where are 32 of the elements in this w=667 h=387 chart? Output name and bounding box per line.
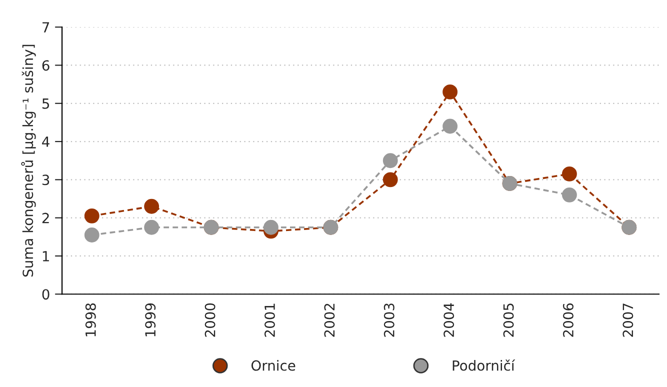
point xyxy=(442,118,458,134)
point xyxy=(382,172,398,188)
x-tick-label: 1998 xyxy=(85,303,96,336)
y-tick-label: 6 xyxy=(42,60,50,71)
x-tick-label: 2006 xyxy=(562,303,574,337)
y-tick-label: 2 xyxy=(42,212,49,224)
legend-label: Ornice xyxy=(251,360,296,371)
y-tick-label: 7 xyxy=(42,22,50,32)
point xyxy=(562,166,577,182)
point xyxy=(84,228,100,242)
x-tick-label: 2001 xyxy=(264,304,275,337)
y-tick-label: 1 xyxy=(42,251,49,262)
point xyxy=(562,187,577,202)
point xyxy=(84,208,100,224)
y-tick-label: 5 xyxy=(42,98,50,109)
point xyxy=(264,220,278,235)
y-tick-label: 3 xyxy=(42,174,50,186)
y-tick-label: 4 xyxy=(42,136,50,147)
legend-label: Podorničí xyxy=(452,359,516,371)
x-tick-label: 1999 xyxy=(145,303,156,336)
y-axis-title: Suma kongenerů [µg.kg⁻¹ sušiny] xyxy=(21,44,36,277)
point xyxy=(442,84,458,100)
point xyxy=(144,198,160,214)
point xyxy=(382,153,398,168)
x-tick-label: 2007 xyxy=(622,304,634,337)
x-tick-label: 2003 xyxy=(384,304,394,337)
y-tick-label: 0 xyxy=(42,289,50,300)
x-tick-label: 2000 xyxy=(204,303,216,337)
x-tick-label: 2002 xyxy=(324,304,335,337)
x-tick-label: 2005 xyxy=(503,304,514,337)
x-tick-label: 2004 xyxy=(444,303,454,337)
point xyxy=(144,220,160,235)
